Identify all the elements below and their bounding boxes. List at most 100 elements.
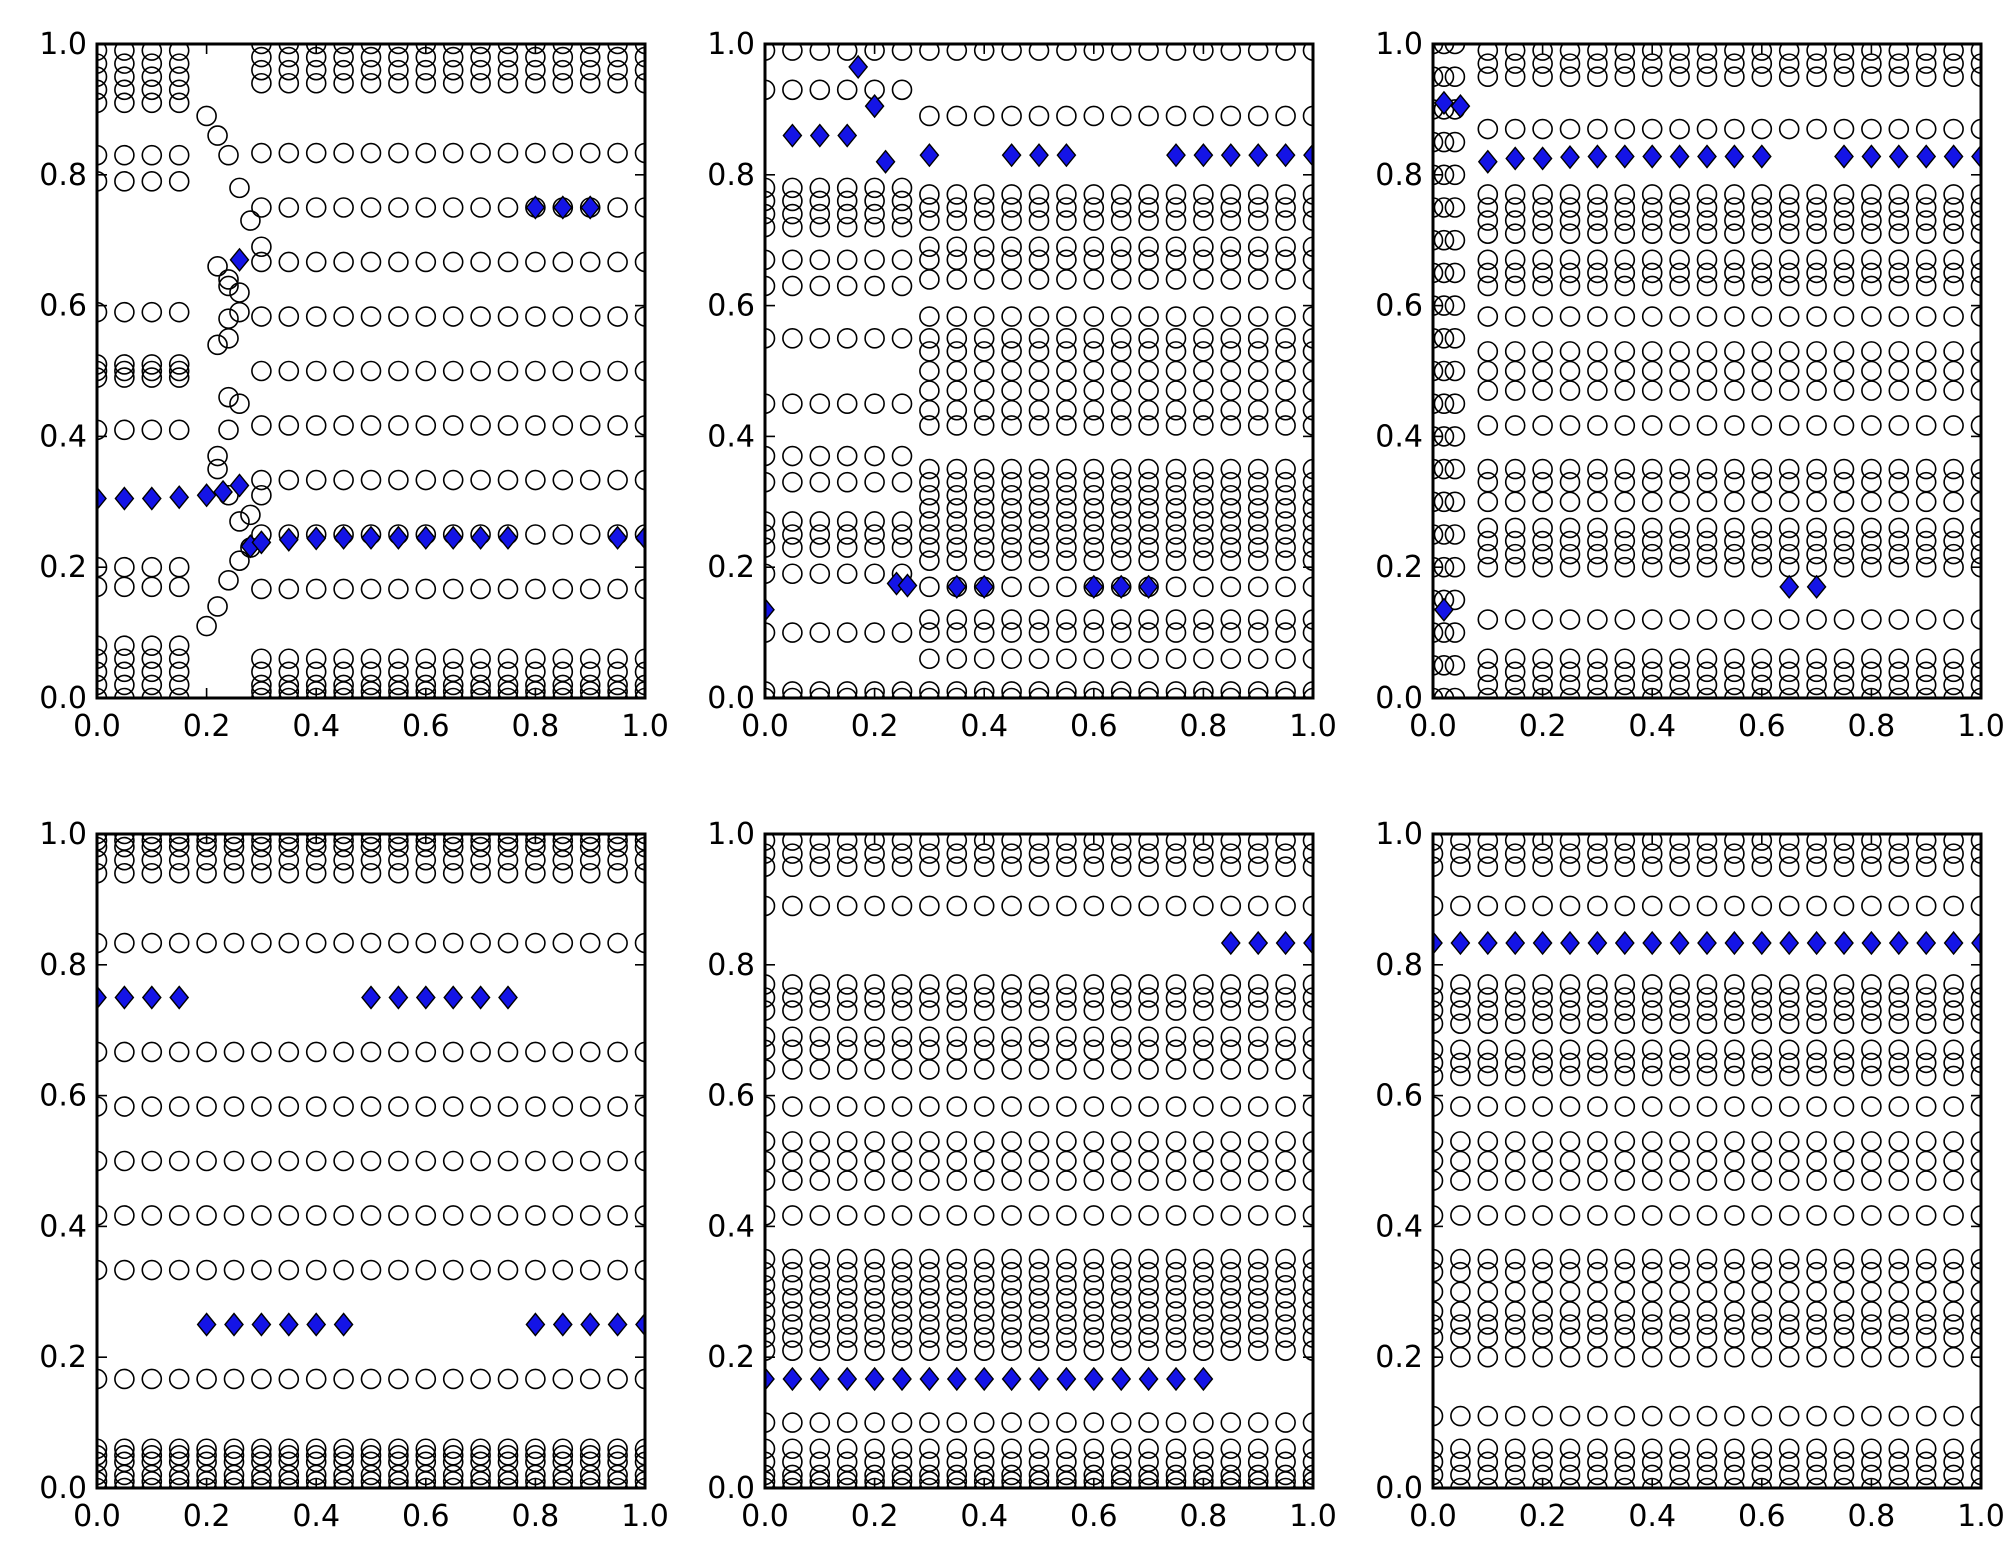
data-point bbox=[1083, 197, 1105, 218]
data-point bbox=[1806, 543, 1827, 565]
x-tick-label: 0.4 bbox=[1628, 1499, 1676, 1534]
data-point bbox=[1056, 1150, 1077, 1172]
data-point bbox=[1110, 974, 1132, 995]
data-point bbox=[1861, 210, 1882, 231]
data-point bbox=[1247, 210, 1269, 231]
data-point bbox=[891, 1327, 913, 1348]
data-point bbox=[765, 1026, 776, 1048]
data-point bbox=[1915, 415, 1937, 436]
data-point bbox=[1915, 1170, 1937, 1191]
data-point bbox=[1532, 380, 1553, 401]
data-point bbox=[1028, 471, 1050, 493]
data-point bbox=[1833, 223, 1855, 244]
data-point bbox=[1028, 249, 1050, 271]
y-tick-label: 0.0 bbox=[39, 1471, 87, 1506]
data-point bbox=[765, 1000, 776, 1021]
data-point bbox=[1193, 360, 1214, 382]
data-point bbox=[1669, 843, 1690, 864]
data-point bbox=[1138, 1248, 1159, 1270]
data-point bbox=[497, 415, 519, 436]
highlight-point bbox=[864, 1366, 885, 1392]
data-point bbox=[207, 458, 228, 480]
data-point bbox=[470, 360, 491, 382]
data-point bbox=[1477, 1464, 1499, 1486]
data-point bbox=[919, 458, 940, 480]
data-point bbox=[809, 622, 831, 643]
data-point bbox=[946, 834, 968, 851]
data-point bbox=[1433, 524, 1455, 545]
data-point bbox=[1433, 654, 1455, 676]
data-point bbox=[919, 1261, 940, 1283]
data-point bbox=[1056, 471, 1077, 493]
data-point bbox=[1806, 530, 1827, 552]
data-point bbox=[1669, 1327, 1690, 1348]
data-point bbox=[1778, 1346, 1800, 1368]
data-point bbox=[1275, 105, 1296, 127]
data-point bbox=[1614, 609, 1636, 630]
data-point bbox=[1138, 105, 1159, 127]
data-point bbox=[1001, 1451, 1022, 1473]
data-point bbox=[1696, 856, 1718, 877]
data-point bbox=[634, 681, 645, 698]
data-point bbox=[360, 1477, 382, 1488]
data-point bbox=[1833, 1052, 1855, 1074]
data-point bbox=[1532, 197, 1553, 218]
data-point bbox=[1751, 1281, 1773, 1303]
highlight-point bbox=[1056, 143, 1077, 168]
data-point bbox=[1669, 341, 1690, 362]
data-point bbox=[1943, 341, 1964, 362]
data-point bbox=[360, 44, 382, 55]
data-point bbox=[1247, 576, 1269, 598]
data-point bbox=[1778, 458, 1800, 480]
data-point bbox=[1943, 517, 1964, 539]
data-point bbox=[946, 184, 968, 205]
data-point bbox=[1587, 306, 1608, 327]
data-point bbox=[168, 419, 190, 441]
data-point bbox=[1302, 1039, 1313, 1061]
data-point bbox=[1943, 249, 1964, 271]
data-point bbox=[891, 1261, 913, 1283]
subplot-top-right: 0.0 0.2 0.4 0.6 0.8 1.00.00.20.40.60.81.0 bbox=[1375, 27, 2004, 744]
data-point bbox=[1696, 674, 1718, 696]
y-tick-label: 0.4 bbox=[1375, 419, 1423, 454]
highlight-point bbox=[1779, 574, 1800, 599]
data-point bbox=[1138, 1170, 1159, 1191]
data-point bbox=[1433, 655, 1444, 676]
data-point bbox=[1247, 687, 1269, 698]
data-point bbox=[919, 1096, 940, 1117]
data-point bbox=[607, 687, 628, 698]
data-point bbox=[168, 301, 190, 323]
x-tick-label: 0.8 bbox=[512, 709, 560, 744]
data-point bbox=[1669, 44, 1690, 61]
data-point bbox=[97, 360, 108, 382]
data-point bbox=[1433, 856, 1444, 877]
data-point bbox=[919, 834, 940, 851]
data-point bbox=[251, 661, 272, 683]
data-point bbox=[579, 1150, 601, 1172]
data-point bbox=[1559, 1065, 1581, 1087]
data-point bbox=[1477, 275, 1499, 297]
data-point bbox=[1138, 609, 1159, 630]
highlight-point bbox=[607, 1312, 628, 1337]
data-point bbox=[1275, 524, 1296, 545]
data-point bbox=[1587, 210, 1608, 231]
data-point bbox=[1751, 609, 1773, 630]
data-point bbox=[1433, 1438, 1444, 1460]
data-point bbox=[782, 393, 803, 415]
data-point bbox=[1970, 118, 1981, 140]
data-point bbox=[1641, 184, 1663, 205]
data-point bbox=[1696, 197, 1718, 218]
data-point bbox=[1056, 236, 1077, 258]
data-point bbox=[1614, 1131, 1636, 1152]
highlight-point bbox=[837, 1366, 858, 1392]
data-point bbox=[1614, 223, 1636, 244]
data-point bbox=[1056, 1261, 1077, 1283]
data-point bbox=[1433, 393, 1444, 414]
data-point bbox=[1532, 249, 1553, 271]
data-point bbox=[1110, 681, 1132, 698]
data-point bbox=[1614, 1405, 1636, 1427]
data-point bbox=[946, 511, 968, 532]
data-point bbox=[1915, 184, 1937, 205]
data-point bbox=[1083, 1170, 1105, 1191]
data-point bbox=[251, 932, 272, 954]
